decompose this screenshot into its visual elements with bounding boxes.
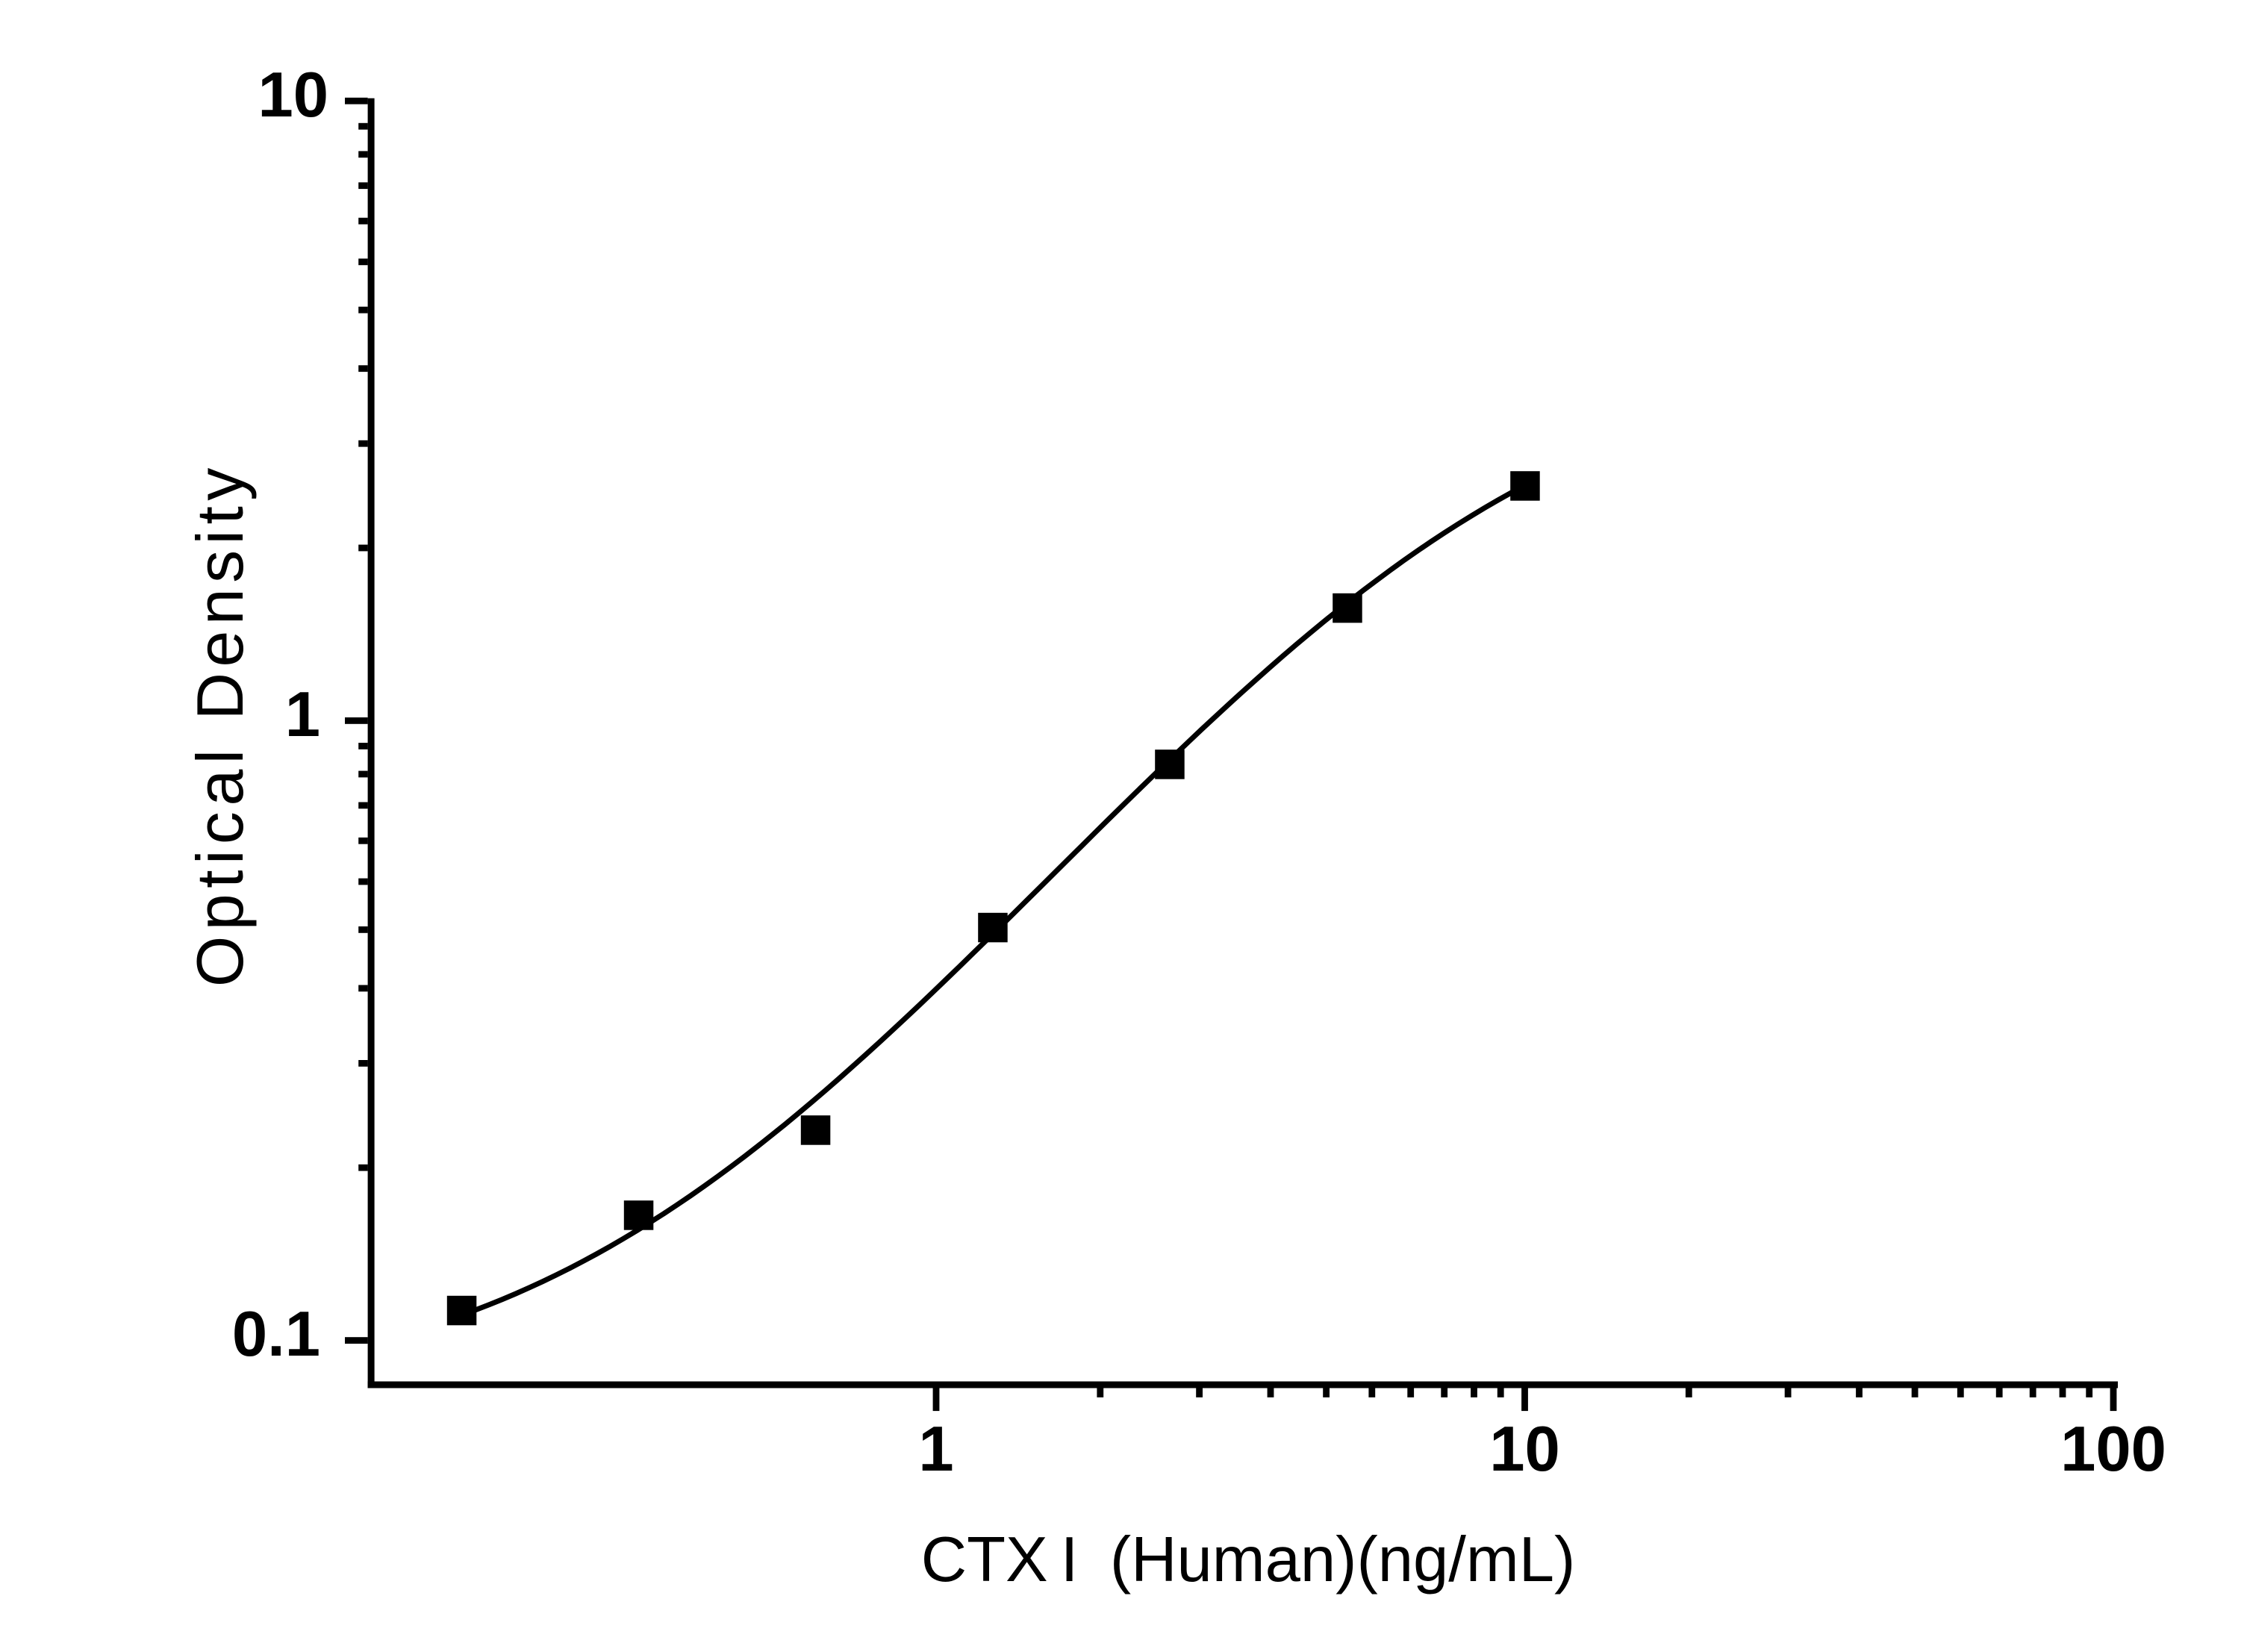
svg-text:100: 100 [2060, 1414, 2166, 1485]
svg-text:CTX I (Human)(ng/mL): CTX I (Human)(ng/mL) [921, 1524, 1576, 1595]
svg-text:1: 1 [918, 1414, 953, 1485]
svg-text:1: 1 [285, 679, 320, 750]
svg-text:10: 10 [258, 60, 328, 131]
svg-text:0.1: 0.1 [232, 1299, 320, 1370]
svg-text:10: 10 [1489, 1414, 1560, 1485]
svg-text:Optical Density: Optical Density [183, 462, 257, 987]
